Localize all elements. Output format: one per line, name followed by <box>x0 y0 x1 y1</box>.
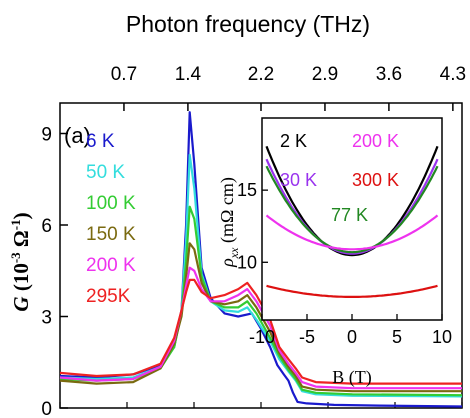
main-legend: 6 K 50 K 100 K 150 K 200 K 295K <box>86 131 136 307</box>
inset-legend: 2 K 30 K 77 K 200 K 300 K <box>280 131 399 225</box>
series-line-4 <box>59 266 462 390</box>
top-tick-label: 4.3 <box>440 64 466 85</box>
y-axis-ticks: 0 3 6 9 <box>41 125 463 418</box>
inset-legend-label-0: 2 K <box>280 131 307 151</box>
y-tick-label: 0 <box>41 399 52 418</box>
inset-frame <box>261 117 443 321</box>
top-axis-title: Photon frequency (THz) <box>126 11 370 37</box>
inset-legend-label-2: 77 K <box>331 205 368 225</box>
inset-x-tick-label: -10 <box>249 327 275 347</box>
series-line-3 <box>59 242 462 393</box>
inset-series-line-4 <box>266 284 438 298</box>
y-tick-label: 3 <box>41 308 52 329</box>
top-tick-label: 0.7 <box>111 64 137 85</box>
inset-axis-ticks: -10 -5 0 5 10 10 15 <box>237 180 452 347</box>
inset-x-label: B (T) <box>332 367 372 388</box>
inset-x-tick-label: 10 <box>432 327 452 347</box>
top-axis-ticks: 0.7 1.4 2.2 2.9 3.6 4.3 <box>111 64 466 111</box>
inset-x-tick-label: 0 <box>347 327 357 347</box>
series-line-5 <box>59 278 462 385</box>
y-axis-label: G (10-3 Ω-1) <box>8 212 33 311</box>
inset-series-line-2 <box>265 165 439 254</box>
legend-label-5: 295K <box>86 286 131 307</box>
top-tick-label: 1.4 <box>175 64 202 85</box>
inset-x-tick-label: -5 <box>299 327 315 347</box>
inset-y-tick-label: 10 <box>237 252 257 272</box>
top-tick-label: 2.2 <box>248 64 274 85</box>
inset-legend-label-1: 30 K <box>280 170 317 190</box>
inset-y-tick-label: 15 <box>237 180 257 200</box>
inset-legend-label-4: 300 K <box>352 170 399 190</box>
top-tick-label: 3.6 <box>376 64 402 85</box>
legend-label-3: 150 K <box>86 224 136 245</box>
main-series <box>59 111 463 408</box>
inset-series <box>265 145 439 298</box>
inset-y-label: ρxx (mΩ cm) <box>217 177 241 268</box>
panel-label: (a) <box>64 123 91 148</box>
inset-series-line-0 <box>265 145 439 257</box>
legend-label-0: 6 K <box>86 131 115 152</box>
inset-x-tick-label: 5 <box>392 327 402 347</box>
inset-legend-label-3: 200 K <box>352 131 399 151</box>
inset-series-line-1 <box>265 158 439 255</box>
y-tick-label: 9 <box>41 125 52 146</box>
legend-label-1: 50 K <box>86 162 125 183</box>
inset-series-line-3 <box>265 214 439 251</box>
y-tick-label: 6 <box>41 216 52 237</box>
legend-label-4: 200 K <box>86 255 136 276</box>
legend-label-2: 100 K <box>86 193 136 214</box>
top-tick-label: 2.9 <box>312 64 338 85</box>
